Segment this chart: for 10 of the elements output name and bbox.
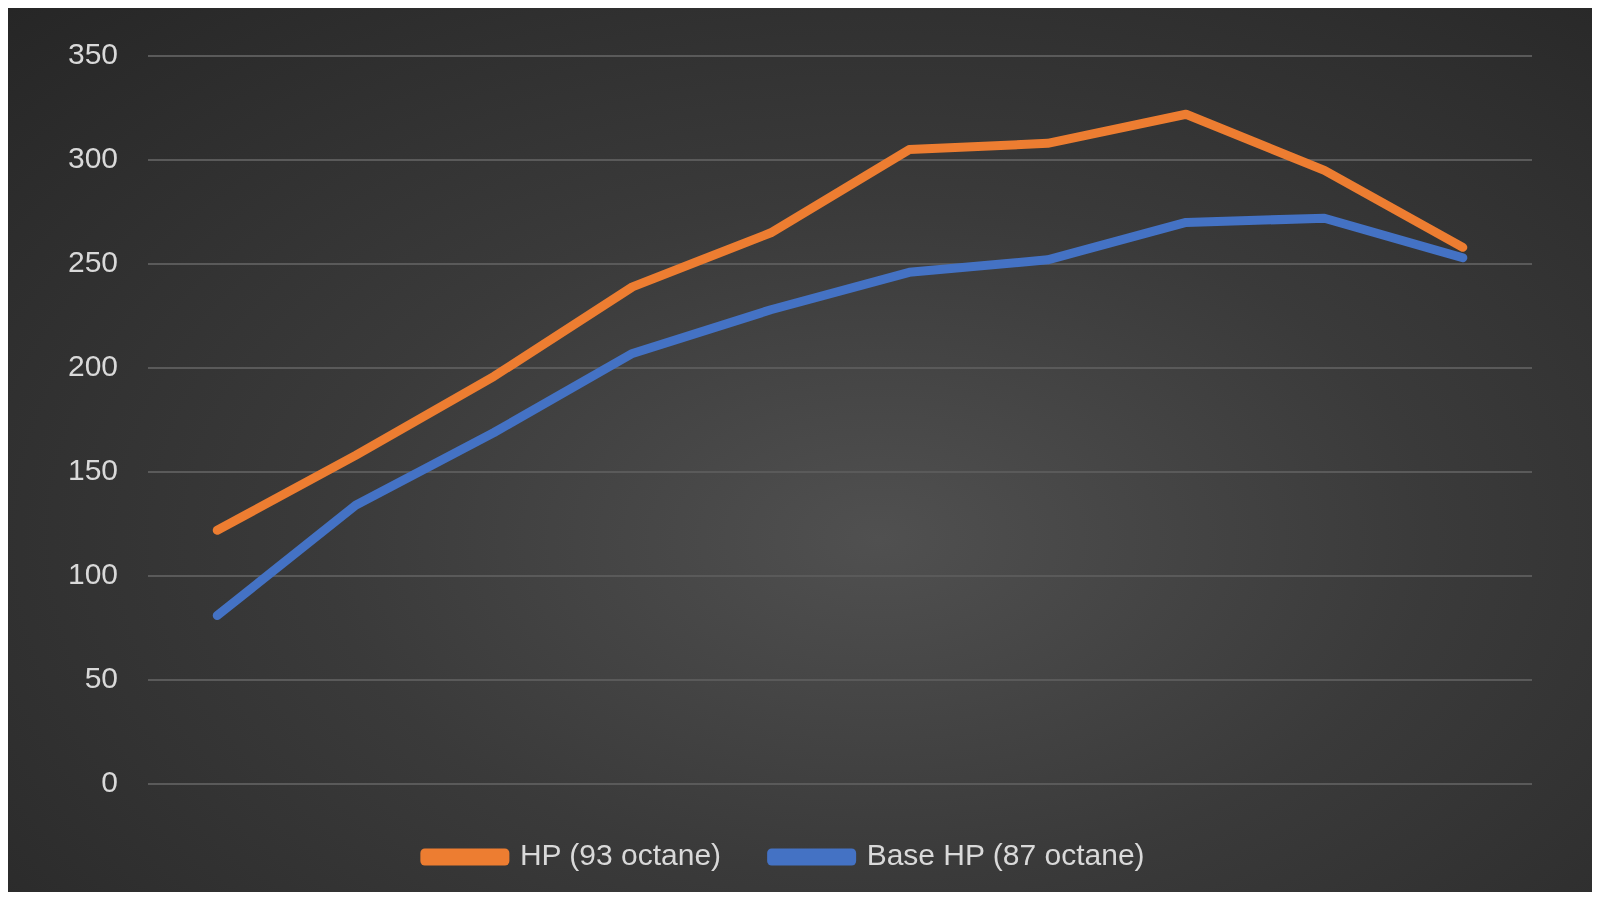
y-tick-label: 50 [84,661,119,695]
legend-label: HP (93 octane) [519,838,722,872]
y-tick-label: 0 [101,765,119,799]
y-tick-label: 250 [67,245,119,279]
legend-label: Base HP (87 octane) [866,838,1145,872]
y-tick-label: 100 [67,557,119,591]
y-tick-label: 350 [67,37,119,71]
y-tick-label: 150 [67,453,119,487]
y-tick-label: 300 [67,141,119,175]
y-tick-label: 200 [67,349,119,383]
